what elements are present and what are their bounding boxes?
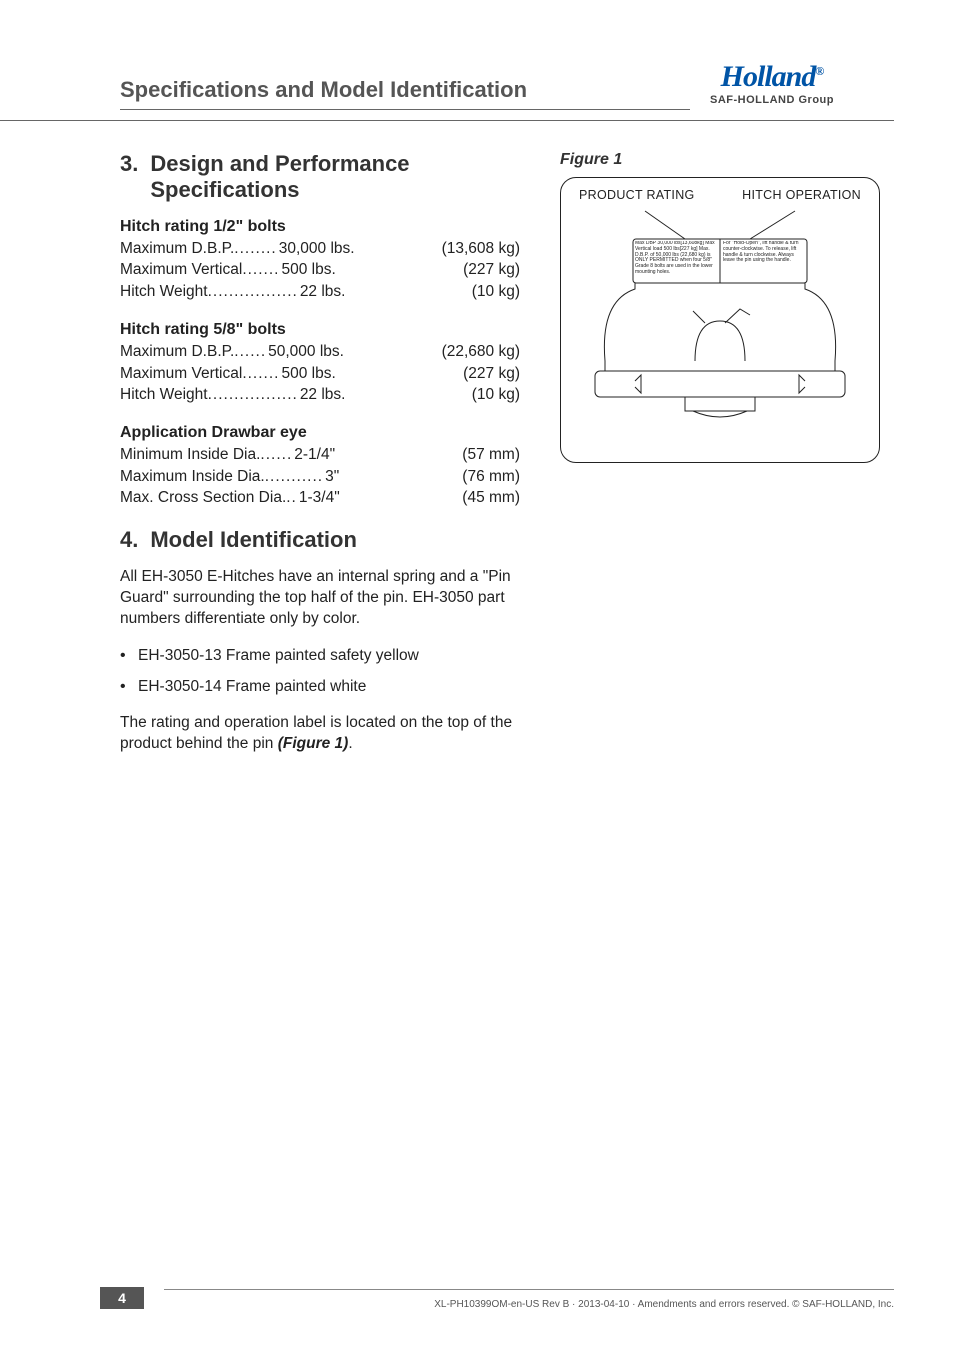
content-area: 3. Design and Performance Specifications…: [0, 121, 954, 768]
brand-subtitle: SAF-HOLLAND Group: [710, 94, 834, 106]
plate-text-right: For "Hold-Open", lift handle & turn coun…: [723, 241, 805, 264]
section-4-title: Model Identification: [150, 527, 357, 553]
spec-row: Maximum Inside Dia. ........... 3"(76 mm…: [120, 466, 520, 488]
section-3-number: 3.: [120, 151, 138, 177]
section-4-number: 4.: [120, 527, 138, 553]
spec-head: Hitch rating 1/2" bolts: [120, 218, 520, 236]
spec-row: Hitch Weight ................. 22 lbs.(1…: [120, 384, 520, 406]
brand-logo: Holland® SAF-HOLLAND Group: [710, 60, 834, 110]
list-item: EH-3050-13 Frame painted safety yellow: [120, 644, 520, 667]
spec-head: Application Drawbar eye: [120, 424, 520, 442]
spec-row: Maximum Vertical ....... 500 lbs.(227 kg…: [120, 259, 520, 281]
spec-row: Maximum Vertical ....... 500 lbs.(227 kg…: [120, 363, 520, 385]
right-column: Figure 1 PRODUCT RATING HITCH OPERATION …: [560, 151, 894, 768]
spec-row: Maximum D.B.P. ...... 50,000 lbs.(22,680…: [120, 341, 520, 363]
hitch-diagram-icon: Max DBP 30,000 lbs[13,608kg] Max Vertica…: [575, 206, 865, 446]
figure-labels: PRODUCT RATING HITCH OPERATION: [575, 188, 865, 206]
figure-label-left: PRODUCT RATING: [579, 188, 695, 202]
spec-row: Hitch Weight ................. 22 lbs.(1…: [120, 281, 520, 303]
spec-group-half-inch: Hitch rating 1/2" bolts Maximum D.B.P...…: [120, 218, 520, 303]
model-para-1: All EH-3050 E-Hitches have an internal s…: [120, 567, 520, 630]
footer-rule: XL-PH10399OM-en-US Rev B · 2013-04-10 · …: [164, 1289, 894, 1308]
spec-group-drawbar-eye: Application Drawbar eye Minimum Inside D…: [120, 424, 520, 509]
footer-text: XL-PH10399OM-en-US Rev B · 2013-04-10 · …: [434, 1299, 894, 1310]
figure-label-right: HITCH OPERATION: [742, 188, 861, 202]
spec-row: Minimum Inside Dia. ...... 2-1/4"(57 mm): [120, 444, 520, 466]
figure-caption: Figure 1: [560, 151, 894, 169]
plate-text-left: Max DBP 30,000 lbs[13,608kg] Max Vertica…: [635, 241, 718, 276]
page-header: Specifications and Model Identification …: [0, 0, 894, 121]
spec-head: Hitch rating 5/8" bolts: [120, 321, 520, 339]
section-4-heading: 4. Model Identification: [120, 527, 520, 553]
spec-group-five-eighths: Hitch rating 5/8" bolts Maximum D.B.P. .…: [120, 321, 520, 406]
spec-row: Maximum D.B.P.........30,000 lbs.(13,608…: [120, 238, 520, 260]
header-title: Specifications and Model Identification: [120, 77, 690, 110]
left-column: 3. Design and Performance Specifications…: [120, 151, 520, 768]
section-3-title: Design and Performance Specifications: [150, 151, 520, 204]
figure-1: PRODUCT RATING HITCH OPERATION Max DBP 3…: [560, 177, 880, 463]
page-footer: 4 XL-PH10399OM-en-US Rev B · 2013-04-10 …: [0, 1287, 954, 1309]
page-number: 4: [100, 1287, 144, 1309]
model-para-2: The rating and operation label is locate…: [120, 713, 520, 755]
spec-row: Max. Cross Section Dia. ..1-3/4"(45 mm): [120, 487, 520, 509]
model-bullets: EH-3050-13 Frame painted safety yellow E…: [120, 644, 520, 699]
list-item: EH-3050-14 Frame painted white: [120, 675, 520, 698]
brand-name: Holland®: [710, 60, 834, 94]
section-3-heading: 3. Design and Performance Specifications: [120, 151, 520, 204]
